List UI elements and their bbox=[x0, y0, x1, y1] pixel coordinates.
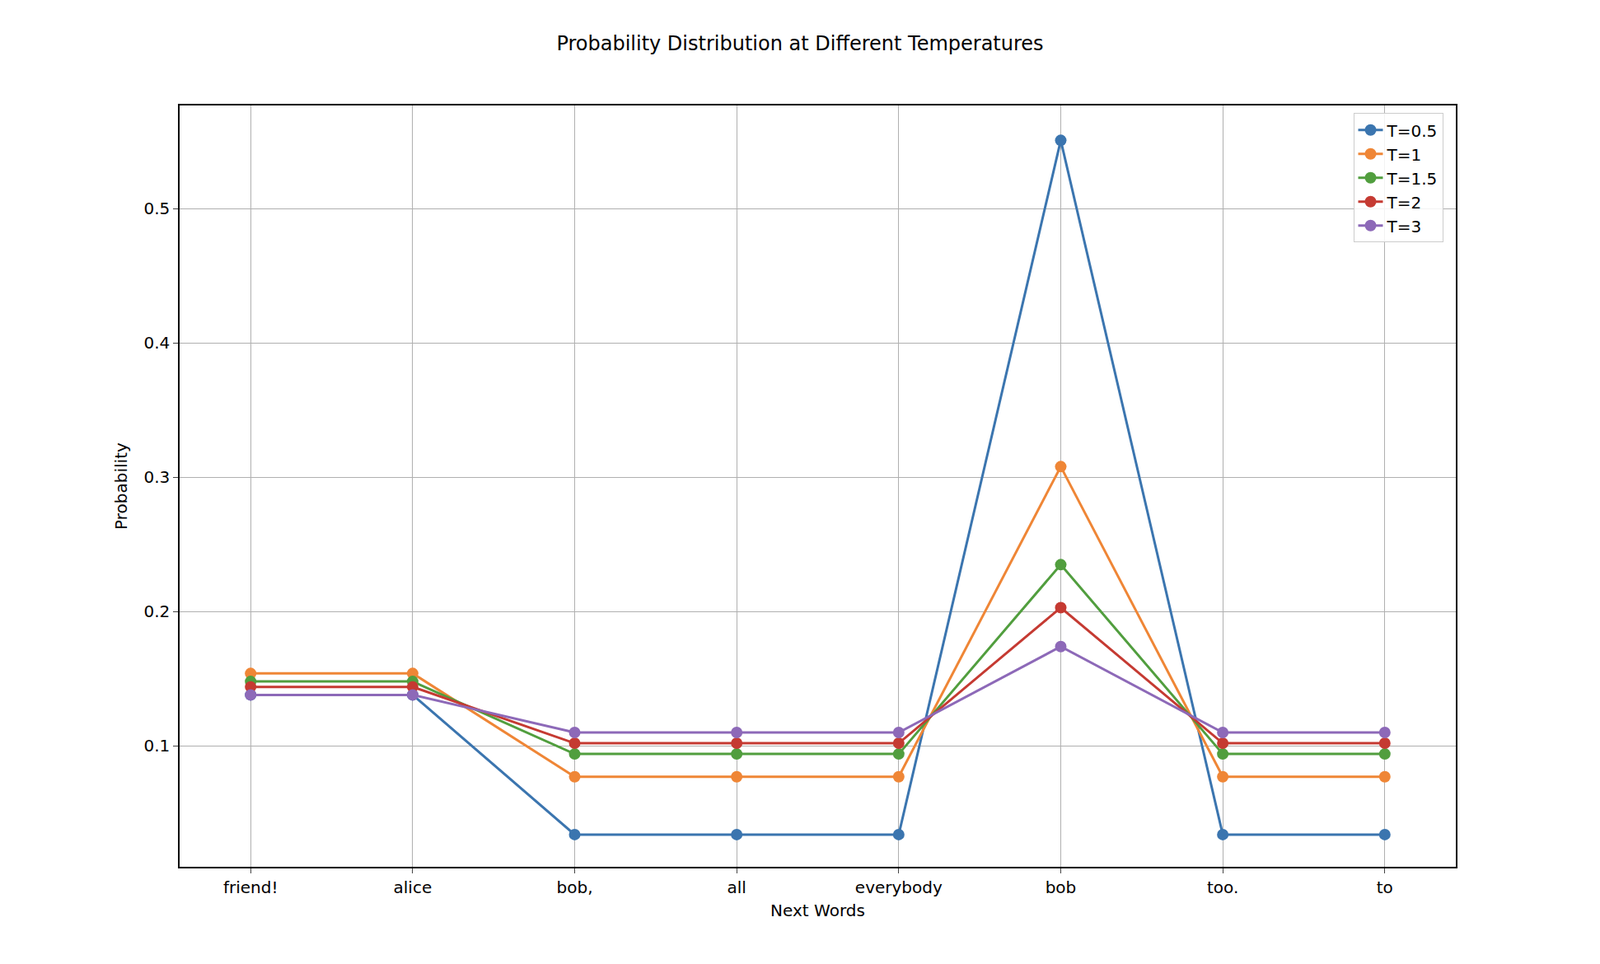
svg-text:friend!: friend! bbox=[223, 877, 279, 898]
svg-text:T=2: T=2 bbox=[1386, 192, 1423, 213]
svg-text:0.3: 0.3 bbox=[143, 467, 170, 487]
svg-text:T=3: T=3 bbox=[1386, 216, 1423, 237]
svg-text:bob: bob bbox=[1045, 877, 1077, 898]
svg-text:bob,: bob, bbox=[556, 877, 594, 898]
svg-text:Probability: Probability bbox=[111, 442, 131, 530]
svg-text:0.5: 0.5 bbox=[143, 198, 170, 219]
svg-text:all: all bbox=[726, 877, 746, 898]
svg-text:to: to bbox=[1376, 877, 1394, 898]
svg-text:T=1: T=1 bbox=[1386, 145, 1423, 165]
svg-text:alice: alice bbox=[393, 877, 433, 898]
svg-text:T=0.5: T=0.5 bbox=[1386, 121, 1438, 141]
svg-text:too.: too. bbox=[1207, 877, 1239, 898]
svg-text:Probability Distribution at Di: Probability Distribution at Different Te… bbox=[556, 32, 1044, 56]
svg-text:0.4: 0.4 bbox=[143, 332, 170, 353]
svg-text:0.1: 0.1 bbox=[143, 735, 170, 756]
svg-text:T=1.5: T=1.5 bbox=[1386, 168, 1438, 189]
svg-text:0.2: 0.2 bbox=[143, 601, 170, 622]
svg-text:Next Words: Next Words bbox=[770, 900, 866, 921]
svg-text:everybody: everybody bbox=[855, 877, 943, 898]
